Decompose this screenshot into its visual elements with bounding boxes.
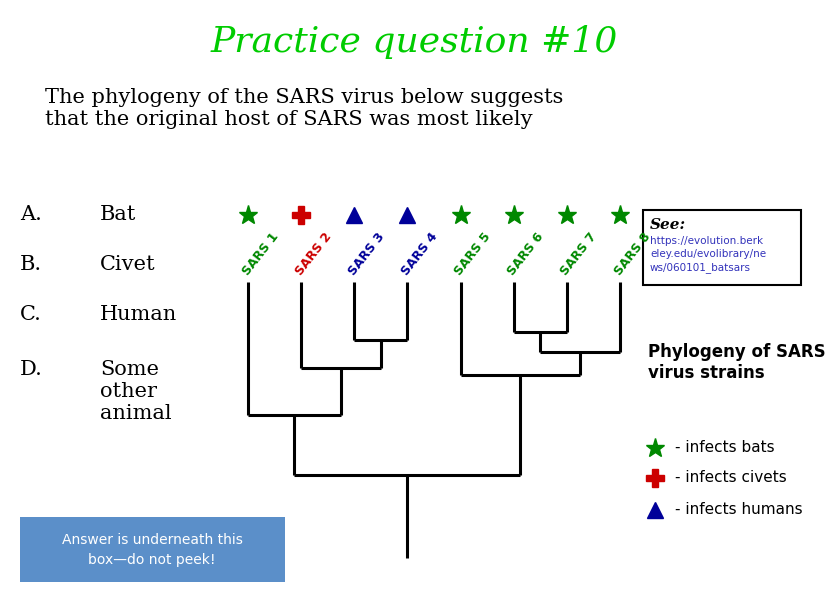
Text: SARS 2: SARS 2 xyxy=(293,231,334,278)
Text: SARS 7: SARS 7 xyxy=(558,231,599,278)
Text: - infects humans: - infects humans xyxy=(674,503,801,518)
Text: See:: See: xyxy=(649,218,686,232)
Text: - infects bats: - infects bats xyxy=(674,441,774,456)
Text: SARS 8: SARS 8 xyxy=(611,231,653,278)
Text: B.: B. xyxy=(20,255,42,274)
Text: - infects civets: - infects civets xyxy=(674,471,786,485)
FancyBboxPatch shape xyxy=(20,517,284,582)
Text: Answer is underneath this
box—do not peek!: Answer is underneath this box—do not pee… xyxy=(61,533,242,566)
Text: SARS 1: SARS 1 xyxy=(240,231,280,278)
FancyBboxPatch shape xyxy=(643,210,800,285)
Text: SARS 4: SARS 4 xyxy=(399,231,440,278)
Text: SARS 3: SARS 3 xyxy=(346,231,387,278)
Text: Phylogeny of SARS
virus strains: Phylogeny of SARS virus strains xyxy=(648,343,825,382)
Text: D.: D. xyxy=(20,360,43,379)
Text: Bat: Bat xyxy=(100,205,136,224)
Text: A.: A. xyxy=(20,205,42,224)
Text: SARS 6: SARS 6 xyxy=(504,231,546,278)
Text: Human: Human xyxy=(100,305,177,324)
Text: https://evolution.berk
eley.edu/evolibrary/ne
ws/060101_batsars: https://evolution.berk eley.edu/evolibra… xyxy=(649,236,765,273)
Text: Practice question #10: Practice question #10 xyxy=(210,25,617,59)
Text: C.: C. xyxy=(20,305,42,324)
Text: SARS 5: SARS 5 xyxy=(452,231,493,278)
Text: The phylogeny of the SARS virus below suggests
that the original host of SARS wa: The phylogeny of the SARS virus below su… xyxy=(45,88,562,129)
Text: Civet: Civet xyxy=(100,255,155,274)
Text: Some
other
animal: Some other animal xyxy=(100,360,171,423)
